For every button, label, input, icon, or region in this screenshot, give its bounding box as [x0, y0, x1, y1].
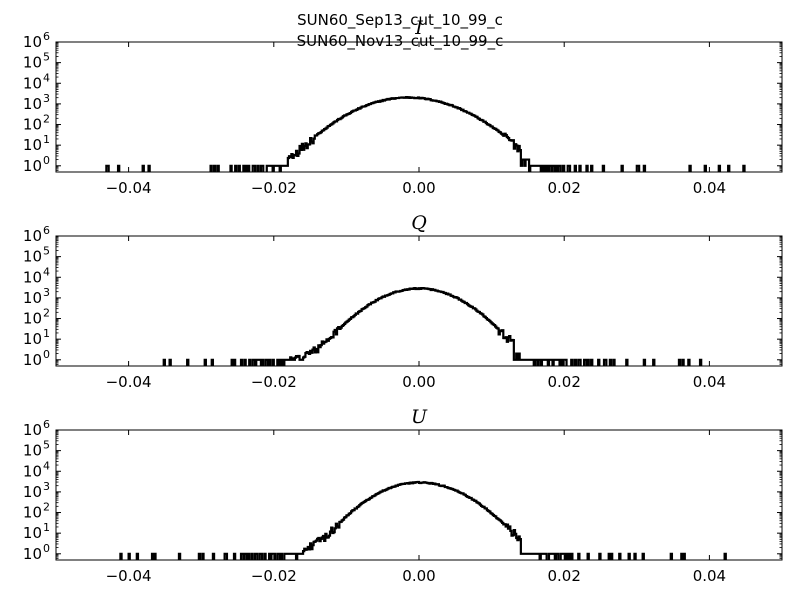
- y-tick-exponent: 0: [43, 542, 50, 555]
- y-tick-label: 10: [23, 33, 42, 51]
- axes-frame: [55, 429, 783, 561]
- x-tick-label: 0.04: [693, 567, 726, 585]
- y-tick-label: 10: [23, 421, 42, 439]
- y-tick-label: 10: [23, 545, 42, 563]
- y-tick-label: 10: [23, 157, 42, 175]
- y-tick-label: 10: [23, 442, 42, 460]
- y-tick-exponent: 3: [43, 286, 50, 299]
- y-tick-label: 10: [23, 504, 42, 522]
- x-tick-label: 0.00: [402, 567, 435, 585]
- y-tick-label: 10: [23, 95, 42, 113]
- suptitle-line-1: SUN60_Sep13_cut_10_99_c: [297, 11, 503, 30]
- y-tick-exponent: 1: [43, 521, 50, 534]
- x-tick-label: −0.02: [251, 373, 297, 391]
- histogram-line: [119, 480, 727, 560]
- y-tick-exponent: 2: [43, 307, 50, 320]
- y-tick-label: 10: [23, 248, 42, 266]
- axes-frame: [55, 41, 783, 173]
- y-tick-exponent: 3: [43, 480, 50, 493]
- x-tick-label: 0.02: [547, 179, 580, 197]
- y-tick-label: 10: [23, 116, 42, 134]
- y-tick-exponent: 0: [43, 348, 50, 361]
- y-tick-exponent: 6: [43, 418, 50, 431]
- histogram-line: [162, 286, 703, 366]
- y-tick-label: 10: [23, 310, 42, 328]
- y-tick-exponent: 4: [43, 71, 50, 84]
- y-tick-exponent: 0: [43, 154, 50, 167]
- x-tick-label: 0.02: [547, 373, 580, 391]
- x-tick-label: 0.00: [402, 373, 435, 391]
- y-tick-exponent: 1: [43, 327, 50, 340]
- histogram-line: [105, 95, 746, 172]
- y-tick-exponent: 1: [43, 133, 50, 146]
- y-tick-exponent: 4: [43, 459, 50, 472]
- y-tick-exponent: 6: [43, 224, 50, 237]
- y-tick-label: 10: [23, 524, 42, 542]
- y-tick-label: 10: [23, 227, 42, 245]
- y-tick-label: 10: [23, 462, 42, 480]
- x-tick-label: −0.04: [106, 179, 152, 197]
- y-tick-label: 10: [23, 74, 42, 92]
- x-tick-label: −0.04: [106, 373, 152, 391]
- x-tick-label: −0.02: [251, 179, 297, 197]
- x-tick-label: −0.04: [106, 567, 152, 585]
- y-tick-exponent: 5: [43, 245, 50, 258]
- subplot-title: Q: [411, 212, 427, 234]
- y-tick-exponent: 3: [43, 92, 50, 105]
- subplot-title: I: [414, 17, 423, 39]
- axes-frame: [55, 235, 783, 367]
- subplot-title: U: [411, 406, 428, 428]
- x-tick-label: 0.04: [693, 373, 726, 391]
- x-tick-label: 0.00: [402, 179, 435, 197]
- x-tick-label: 0.04: [693, 179, 726, 197]
- y-tick-label: 10: [23, 351, 42, 369]
- y-tick-exponent: 2: [43, 501, 50, 514]
- y-tick-exponent: 2: [43, 113, 50, 126]
- x-tick-label: −0.02: [251, 567, 297, 585]
- x-tick-label: 0.02: [547, 567, 580, 585]
- y-tick-exponent: 6: [43, 30, 50, 43]
- y-tick-label: 10: [23, 136, 42, 154]
- y-tick-exponent: 5: [43, 439, 50, 452]
- y-tick-exponent: 5: [43, 51, 50, 64]
- y-tick-label: 10: [23, 330, 42, 348]
- y-tick-label: 10: [23, 483, 42, 501]
- y-tick-label: 10: [23, 54, 42, 72]
- y-tick-label: 10: [23, 289, 42, 307]
- y-tick-exponent: 4: [43, 265, 50, 278]
- y-tick-label: 10: [23, 268, 42, 286]
